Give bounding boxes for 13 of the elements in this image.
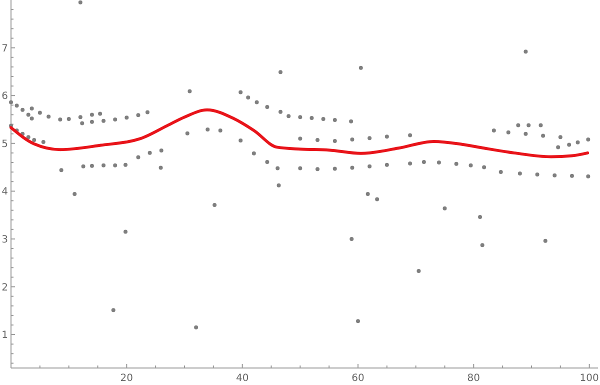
- y-tick-label: 3: [2, 234, 8, 246]
- y-tick-label: 2: [2, 282, 8, 294]
- x-tick-label: 40: [236, 373, 249, 384]
- y-tick-label: 1: [2, 330, 8, 342]
- line-series: [10, 108, 590, 158]
- y-tick-label: 6: [2, 91, 8, 102]
- x-tick-label: 100: [580, 373, 599, 384]
- y-tick-label: 4: [2, 186, 8, 198]
- y-tick-label: 7: [2, 43, 8, 54]
- x-tick-label: 80: [467, 373, 480, 384]
- x-tick-label: 20: [120, 373, 134, 384]
- y-tick-label: 5: [2, 138, 8, 150]
- x-tick-label: 60: [352, 373, 364, 384]
